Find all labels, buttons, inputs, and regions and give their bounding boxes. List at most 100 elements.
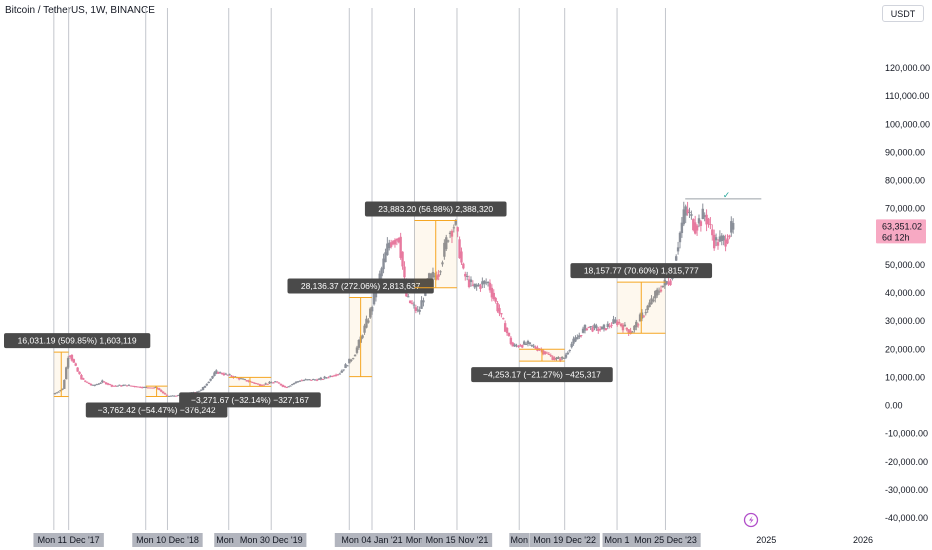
candle-body	[325, 377, 328, 379]
candle-body	[654, 291, 657, 299]
candle-body	[247, 380, 250, 382]
candle-body	[690, 214, 693, 216]
candle-body	[277, 382, 281, 384]
candle-body	[657, 291, 661, 293]
candle-body	[177, 395, 180, 397]
measure-label-box	[570, 263, 713, 279]
candle-body	[500, 313, 503, 315]
candle-body	[399, 236, 402, 258]
candle-body	[709, 224, 712, 226]
candle-body	[598, 329, 602, 331]
candle-body	[150, 387, 153, 389]
candle-body	[348, 358, 351, 364]
candle-body	[76, 367, 79, 372]
candle-body	[462, 263, 465, 269]
date-label-box	[404, 533, 425, 547]
candle-body	[374, 292, 378, 298]
candle-body	[682, 209, 685, 225]
candle-body	[152, 387, 155, 389]
candle-body	[198, 390, 201, 392]
price-tag: ✓ 63,351.02 6d 12h	[685, 191, 926, 244]
candle-body	[266, 383, 269, 385]
candle-body	[388, 242, 391, 249]
candle-body	[667, 282, 670, 285]
candle-body	[593, 324, 596, 328]
candle-body	[264, 383, 267, 385]
candle-body	[199, 389, 203, 391]
candle-body	[659, 289, 663, 292]
candle-body	[127, 384, 131, 386]
candle-body	[382, 258, 385, 270]
candle-body	[445, 237, 448, 250]
currency-button[interactable]: USDT	[882, 5, 924, 22]
candle-body	[608, 325, 611, 327]
y-tick-label: 30,000.00	[885, 316, 925, 326]
candle-body	[63, 379, 66, 389]
lightning-icon[interactable]	[743, 512, 759, 528]
candle-body	[344, 364, 347, 369]
date-label: Mon 1	[216, 535, 241, 545]
measure-label: 28,136.37 (272.06%) 2,813,637	[301, 281, 421, 291]
candle-body	[296, 381, 300, 383]
candle-body	[104, 382, 108, 385]
candle-body	[483, 280, 486, 284]
candle-body	[70, 354, 74, 361]
candle-body	[302, 380, 305, 382]
candle-body	[123, 384, 127, 386]
candle-body	[585, 328, 589, 331]
candle-body	[408, 300, 412, 304]
candle-body	[562, 357, 566, 359]
candle-body	[541, 350, 545, 355]
candle-body	[703, 215, 706, 217]
candle-body	[701, 208, 704, 220]
y-tick-label: 70,000.00	[885, 204, 925, 214]
candle-body	[66, 358, 70, 368]
candle-body	[120, 385, 123, 387]
candle-body	[730, 221, 733, 233]
candle-body	[342, 369, 345, 371]
price-tag-box	[876, 219, 926, 244]
candle-body	[716, 242, 720, 246]
candle-body	[281, 384, 285, 387]
candle-body	[496, 303, 499, 312]
measure-label-box	[471, 367, 613, 383]
y-tick-label: 10,000.00	[885, 372, 925, 382]
candle-body	[160, 390, 163, 392]
candle-body	[230, 375, 233, 377]
candle-body	[401, 251, 404, 267]
candle-body	[108, 384, 112, 386]
y-tick-label: 50,000.00	[885, 260, 925, 270]
candle-body	[279, 383, 283, 386]
candle-body	[422, 300, 425, 303]
candle-body	[507, 332, 511, 336]
candle-body	[211, 376, 214, 379]
candle-body	[395, 238, 399, 241]
x-tick-label: 2025	[756, 535, 776, 545]
check-icon: ✓	[723, 191, 731, 201]
candle-body	[245, 380, 248, 382]
candle-body	[686, 209, 689, 214]
candle-body	[367, 320, 370, 323]
candle-body	[353, 355, 357, 357]
candle-body	[511, 342, 514, 347]
y-tick-label: 90,000.00	[885, 147, 925, 157]
candle-body	[165, 394, 169, 396]
candle-body	[361, 335, 364, 338]
candle-body	[467, 279, 471, 287]
candle-body	[484, 282, 488, 284]
candle-body	[112, 385, 115, 387]
candle-body	[327, 377, 330, 379]
candle-body	[414, 307, 418, 311]
candle-body	[568, 349, 571, 351]
candle-body	[350, 359, 353, 362]
candle-body	[403, 266, 406, 278]
date-label-box	[33, 533, 104, 547]
candle-body	[410, 302, 414, 304]
candle-body	[616, 321, 619, 325]
candle-body	[460, 251, 463, 263]
date-label: Mon 15 Nov '21	[426, 535, 489, 545]
candle-body	[481, 281, 484, 285]
candle-body	[560, 356, 564, 359]
date-label-box	[132, 533, 203, 547]
